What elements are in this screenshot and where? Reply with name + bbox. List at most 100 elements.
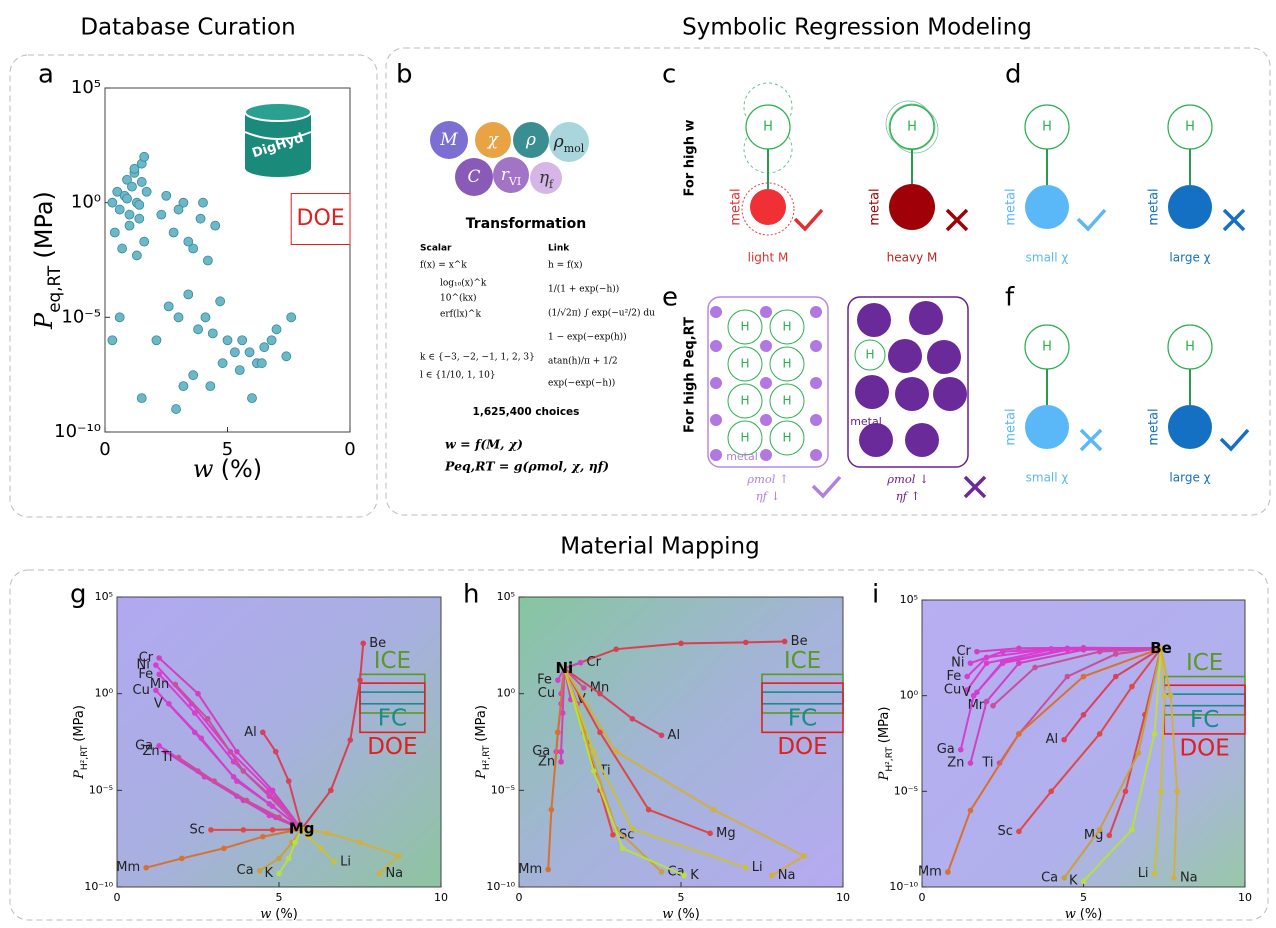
series-point: [967, 660, 974, 666]
series-point: [629, 716, 636, 722]
series-point: [681, 872, 688, 879]
data-point: [198, 197, 208, 208]
target-label: FC: [1190, 707, 1219, 733]
data-point: [129, 163, 140, 174]
data-point: [163, 301, 174, 312]
series-point: [179, 855, 185, 862]
series-line: [259, 828, 303, 872]
descriptor-symbol: C: [467, 167, 480, 187]
series-label: Be: [369, 636, 386, 651]
series-point: [590, 748, 597, 755]
atom-h: [769, 420, 805, 456]
y-axis-unit: (MPa): [474, 705, 489, 742]
y-tick-label: 10⁻¹⁰: [54, 421, 101, 442]
atom-h: [727, 420, 763, 456]
series-point: [153, 662, 159, 668]
formula: 1 − exp(−exp(h)): [548, 332, 627, 343]
series-point: [347, 737, 354, 743]
series-label: Ga: [532, 744, 550, 759]
series-point: [360, 640, 367, 647]
series-point: [558, 758, 564, 765]
series-label: Al: [668, 728, 681, 743]
series-label: Zn: [142, 744, 159, 759]
annotation-text: DOE: [297, 206, 345, 231]
series-point: [743, 639, 749, 646]
series-label: Zn: [947, 756, 964, 771]
metal-dot: [810, 449, 822, 461]
descriptor-symbol: ρ: [553, 132, 564, 152]
series-label: Na: [385, 866, 403, 881]
descriptor: ηf: [539, 168, 554, 191]
metal-label: metal: [729, 188, 744, 225]
logo-top: [244, 102, 312, 122]
series-point: [945, 869, 951, 875]
series-point: [1048, 646, 1054, 653]
caption: ηf ↑: [896, 489, 920, 503]
metal-dot: [710, 449, 722, 461]
x-tick-label: 10: [1238, 891, 1252, 904]
series-point: [1032, 664, 1038, 671]
series-label: Cr: [139, 650, 154, 665]
descriptor-circle: [430, 121, 468, 159]
atom-metal: [889, 184, 935, 230]
data-point: [215, 296, 226, 307]
atom-label: H: [1185, 340, 1195, 355]
series-point: [555, 677, 561, 683]
cross-mark: [1222, 208, 1246, 232]
y-tick-label: 10⁻⁵: [894, 784, 918, 797]
data-point: [210, 220, 221, 231]
y-axis-label: PH²,RT (MPa): [877, 707, 895, 782]
descriptor-symbol: η: [539, 168, 550, 188]
formula: erf(lx)^k: [440, 309, 481, 320]
metal-dot: [810, 340, 822, 352]
series-label: Fe: [946, 669, 961, 684]
y-axis-symbol: P: [30, 312, 58, 330]
x-axis-label: w (%): [193, 455, 262, 484]
series-point: [208, 827, 214, 833]
x-axis-symbol: w: [662, 907, 673, 922]
series-line: [1082, 648, 1163, 882]
metal-atom: [927, 340, 961, 374]
series-label: Na: [1180, 870, 1198, 885]
series-label: Al: [1046, 732, 1059, 747]
series-label: Cu: [538, 686, 555, 701]
series-point: [970, 692, 977, 699]
atom-metal: [750, 189, 786, 225]
series-label: K: [690, 868, 699, 883]
y-axis-label: Peq,RT (MPa): [30, 191, 65, 330]
series-point: [256, 867, 263, 874]
metal-label: metal: [868, 188, 883, 225]
caption: ηf ↓: [756, 489, 780, 503]
series-point: [396, 853, 402, 859]
series-line: [1063, 648, 1162, 879]
data-point: [200, 312, 211, 323]
check-mark: [1076, 208, 1107, 232]
x-axis-label: w (%): [260, 907, 298, 922]
series-point: [597, 729, 603, 736]
series-line: [563, 667, 663, 737]
metal-atom: [895, 377, 929, 411]
formula: 10^(kx): [440, 293, 477, 304]
series-point: [658, 732, 665, 739]
series-label: V: [154, 696, 163, 711]
y-axis-subscript: H²,RT: [80, 745, 90, 770]
logo-bottom: [245, 159, 311, 177]
descriptor-symbol: ρ: [525, 130, 536, 150]
series-point: [191, 710, 198, 716]
x-axis-unit: (%): [1080, 907, 1103, 922]
formula: exp(−exp(−h)): [548, 378, 615, 389]
atom-label: H: [1042, 120, 1052, 135]
series-line: [1160, 648, 1179, 878]
series-label: Sc: [190, 822, 205, 837]
atom-h: [727, 309, 763, 345]
equation: w = f(M, χ): [445, 437, 523, 452]
descriptor-symbol: M: [439, 130, 458, 150]
series-point: [1016, 828, 1022, 835]
series-point: [1064, 646, 1071, 653]
series-line: [563, 668, 747, 869]
x-axis-unit: (%): [275, 907, 298, 922]
center-label: Be: [1150, 639, 1172, 657]
equation: Peq,RT = g(ρmol, χ, ηf): [444, 459, 609, 474]
y-tick-label: 10⁵: [95, 590, 113, 603]
